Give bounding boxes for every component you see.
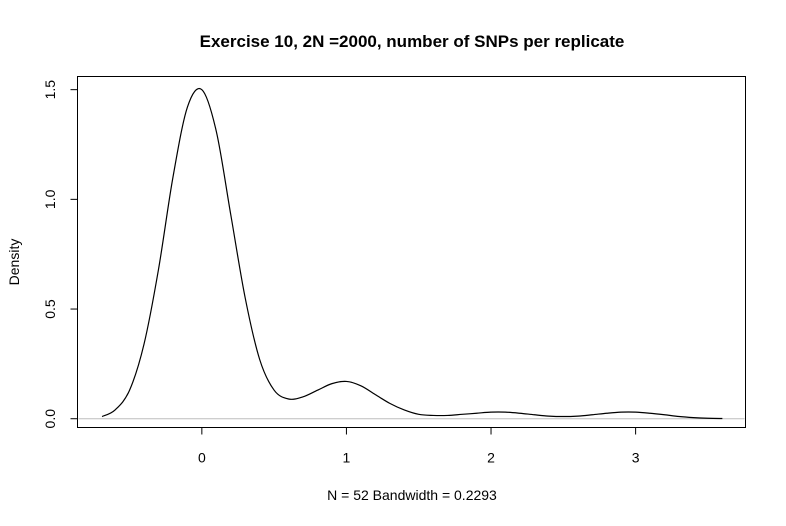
y-tick-label: 0.0: [42, 409, 58, 429]
y-tick-label: 0.5: [42, 299, 58, 319]
density-curve: [101, 88, 723, 420]
y-axis: 0.0 0.5 1.0 1.5: [42, 80, 78, 429]
x-tick-label: 3: [632, 450, 640, 466]
y-tick-label: 1.5: [42, 80, 58, 100]
x-tick-label: 0: [198, 450, 206, 466]
x-tick-label: 2: [487, 450, 495, 466]
x-axis: 0 1 2 3: [198, 427, 640, 466]
plot-frame: [77, 76, 746, 428]
y-tick-label: 1.0: [42, 189, 58, 209]
y-axis-label: Density: [6, 239, 22, 286]
x-axis-label: N = 52 Bandwidth = 0.2293: [327, 487, 497, 503]
chart-title: Exercise 10, 2N =2000, number of SNPs pe…: [200, 32, 625, 51]
x-tick-label: 1: [343, 450, 351, 466]
